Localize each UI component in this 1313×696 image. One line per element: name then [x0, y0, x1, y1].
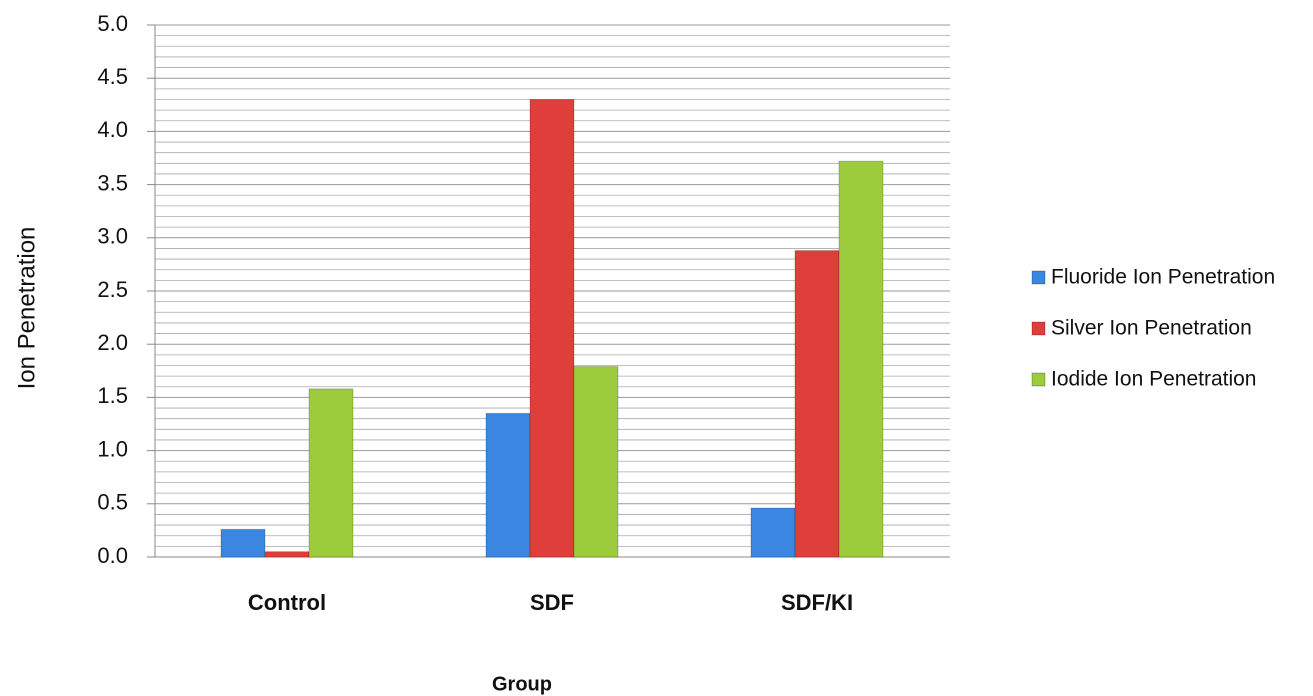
bar	[220, 528, 266, 558]
y-tick-label: 3.5	[97, 170, 128, 195]
x-tick-label: SDF	[530, 590, 574, 615]
y-tick-label: 0.5	[97, 490, 128, 515]
x-tick-label: SDF/KI	[781, 590, 853, 615]
legend-swatch	[1031, 270, 1046, 285]
y-tick-label: 0.0	[97, 543, 128, 568]
x-tick-label: Control	[248, 590, 326, 615]
y-tick-label: 1.5	[97, 383, 128, 408]
y-axis-title: Ion Penetration	[13, 227, 40, 390]
y-tick-label: 4.0	[97, 117, 128, 142]
y-tick-label: 2.0	[97, 330, 128, 355]
x-axis-title: Group	[492, 673, 552, 695]
y-tick-label: 4.5	[97, 64, 128, 89]
legend-label: Fluoride Ion Penetration	[1051, 266, 1275, 289]
bar	[750, 507, 796, 558]
legend-label: Iodide Ion Penetration	[1051, 368, 1257, 391]
y-tick-label: 3.0	[97, 224, 128, 249]
legend-label: Silver Ion Penetration	[1051, 317, 1252, 340]
bar	[838, 160, 884, 558]
y-tick-label: 5.0	[97, 11, 128, 36]
bar	[529, 98, 575, 558]
y-tick-label: 2.5	[97, 277, 128, 302]
y-tick-label: 1.0	[97, 436, 128, 461]
legend-swatch	[1031, 321, 1046, 336]
legend-swatch	[1031, 372, 1046, 387]
bar	[264, 551, 310, 558]
bar	[308, 388, 354, 558]
bar	[794, 250, 840, 558]
bar	[485, 412, 531, 558]
bar	[573, 366, 619, 558]
